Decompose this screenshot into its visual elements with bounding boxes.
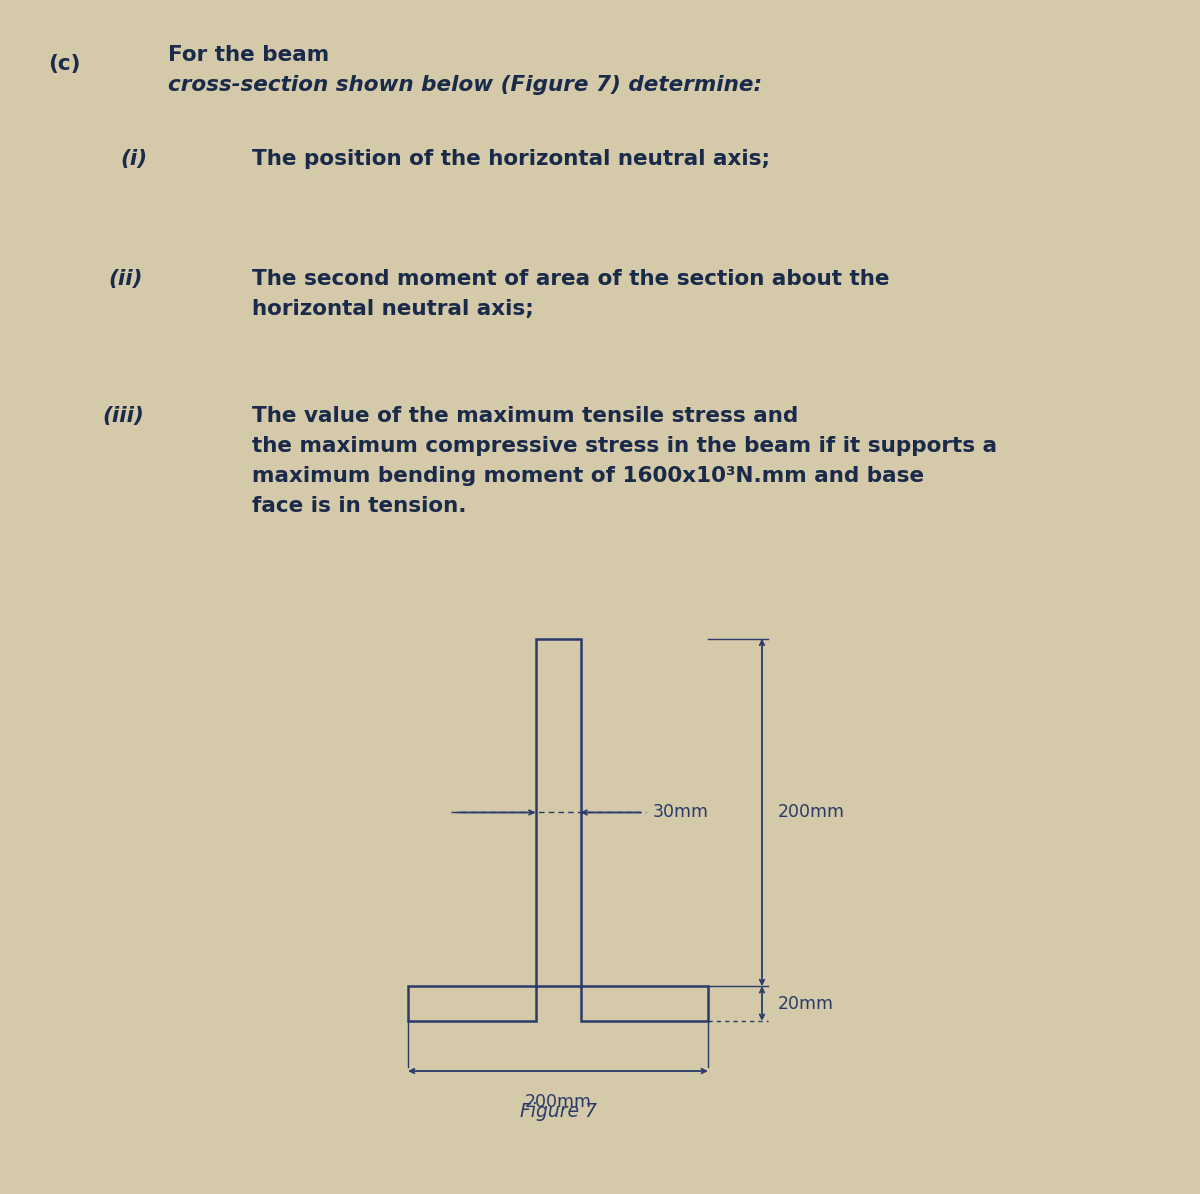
Text: 20mm: 20mm	[778, 995, 834, 1013]
Text: (i): (i)	[120, 149, 148, 170]
FancyArrowPatch shape	[410, 1069, 706, 1073]
Text: (ii): (ii)	[108, 269, 143, 289]
Text: Figure 7: Figure 7	[520, 1102, 596, 1121]
Text: 200mm: 200mm	[524, 1093, 592, 1110]
Text: face is in tension.: face is in tension.	[252, 496, 467, 516]
Text: 200mm: 200mm	[778, 804, 845, 821]
Text: the maximum compressive stress in the beam if it supports a: the maximum compressive stress in the be…	[252, 436, 997, 456]
Text: horizontal neutral axis;: horizontal neutral axis;	[252, 298, 534, 319]
FancyArrowPatch shape	[760, 989, 764, 1018]
Text: 30mm: 30mm	[653, 804, 708, 821]
Text: The position of the horizontal neutral axis;: The position of the horizontal neutral a…	[252, 149, 770, 170]
Text: cross-section shown below (Figure 7) determine:: cross-section shown below (Figure 7) det…	[168, 75, 762, 96]
Text: The second moment of area of the section about the: The second moment of area of the section…	[252, 269, 889, 289]
Text: The value of the maximum tensile stress and: The value of the maximum tensile stress …	[252, 406, 798, 426]
FancyArrowPatch shape	[760, 641, 764, 984]
FancyArrowPatch shape	[457, 811, 534, 814]
Text: (c): (c)	[48, 54, 80, 74]
Text: maximum bending moment of 1600x10³N.mm and base: maximum bending moment of 1600x10³N.mm a…	[252, 466, 924, 486]
Text: For the beam: For the beam	[168, 45, 329, 66]
FancyArrowPatch shape	[582, 811, 641, 814]
Text: (iii): (iii)	[102, 406, 144, 426]
